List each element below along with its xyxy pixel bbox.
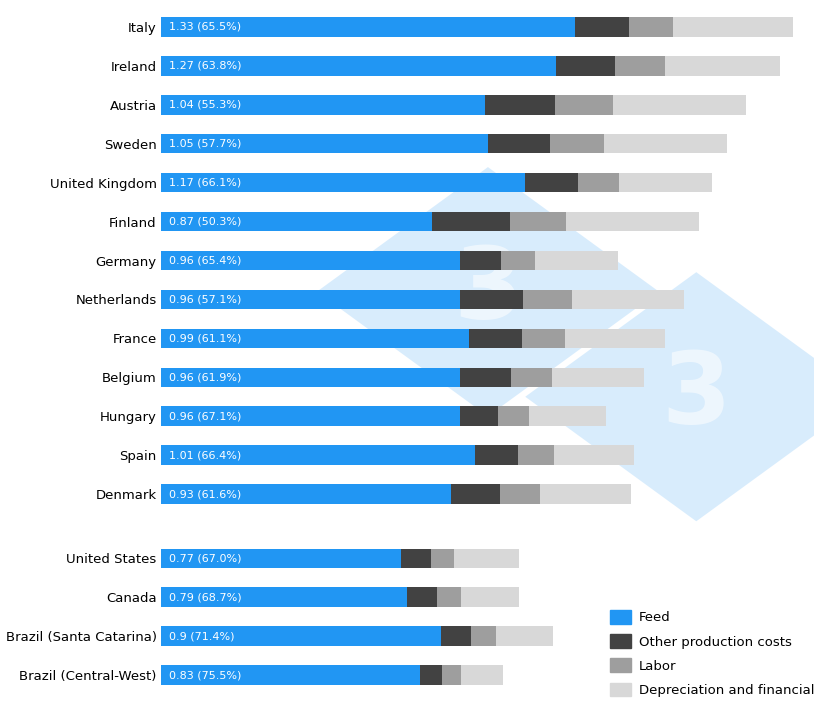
Bar [535, 251, 618, 270]
Text: 1.33 (65.5%): 1.33 (65.5%) [169, 22, 241, 32]
Legend: Feed, Other production costs, Labor, Depreciation and financial: Feed, Other production costs, Labor, Dep… [609, 610, 813, 697]
Bar [564, 329, 664, 348]
Bar [672, 18, 792, 37]
Bar [161, 484, 450, 504]
Bar [614, 56, 664, 76]
Bar [577, 173, 618, 192]
Bar [161, 134, 487, 154]
Bar [400, 548, 431, 568]
Bar [161, 173, 525, 192]
Bar [459, 406, 497, 426]
Bar [613, 95, 745, 114]
Bar [437, 588, 460, 607]
Bar [161, 406, 459, 426]
Text: 0.96 (67.1%): 0.96 (67.1%) [169, 411, 242, 421]
Bar [161, 329, 468, 348]
Bar [618, 173, 711, 192]
Text: 0.96 (65.4%): 0.96 (65.4%) [169, 256, 242, 265]
Bar [431, 548, 454, 568]
Bar [484, 95, 554, 114]
Bar [432, 212, 509, 232]
Bar [475, 445, 518, 465]
Bar [460, 665, 503, 684]
Text: 0.99 (61.1%): 0.99 (61.1%) [169, 333, 242, 343]
Bar [553, 445, 634, 465]
Bar [522, 329, 564, 348]
Bar [161, 251, 459, 270]
Bar [161, 588, 406, 607]
Bar [497, 406, 528, 426]
Bar [454, 548, 518, 568]
Bar [528, 406, 605, 426]
Bar [628, 18, 672, 37]
Bar [574, 18, 628, 37]
Text: 0.96 (61.9%): 0.96 (61.9%) [169, 372, 242, 383]
Bar [566, 212, 699, 232]
Bar [555, 56, 614, 76]
Bar [406, 588, 437, 607]
Bar [419, 665, 441, 684]
Bar [460, 588, 518, 607]
Bar [161, 212, 432, 232]
Bar [509, 212, 566, 232]
Bar [161, 56, 555, 76]
Text: 3: 3 [453, 243, 522, 340]
Text: 0.96 (57.1%): 0.96 (57.1%) [169, 294, 242, 305]
Text: 3: 3 [661, 348, 731, 445]
Bar [604, 134, 726, 154]
Bar [450, 484, 500, 504]
Bar [161, 290, 459, 309]
Bar [161, 548, 400, 568]
Bar [459, 290, 522, 309]
Text: 1.01 (66.4%): 1.01 (66.4%) [169, 450, 241, 460]
Text: 1.04 (55.3%): 1.04 (55.3%) [169, 100, 241, 110]
Text: 0.77 (67.0%): 0.77 (67.0%) [169, 553, 242, 563]
Text: 0.87 (50.3%): 0.87 (50.3%) [169, 217, 242, 227]
Bar [468, 329, 522, 348]
Bar [459, 368, 510, 387]
Bar [470, 626, 495, 646]
Bar [500, 251, 535, 270]
Bar [522, 290, 572, 309]
Bar [539, 484, 630, 504]
Bar [572, 290, 683, 309]
Bar [510, 368, 551, 387]
Bar [459, 251, 500, 270]
Text: 0.79 (68.7%): 0.79 (68.7%) [169, 592, 242, 602]
Bar [664, 56, 780, 76]
Bar [161, 95, 484, 114]
Text: 0.9 (71.4%): 0.9 (71.4%) [169, 631, 234, 641]
Bar [161, 18, 574, 37]
Bar [500, 484, 539, 504]
Bar [495, 626, 553, 646]
Text: 1.05 (57.7%): 1.05 (57.7%) [169, 139, 242, 149]
Text: 1.27 (63.8%): 1.27 (63.8%) [169, 61, 242, 71]
Bar [551, 368, 643, 387]
Bar [550, 134, 604, 154]
Bar [554, 95, 613, 114]
Polygon shape [525, 272, 819, 522]
Text: 0.83 (75.5%): 0.83 (75.5%) [169, 670, 242, 680]
Bar [487, 134, 550, 154]
Text: 1.17 (66.1%): 1.17 (66.1%) [169, 178, 241, 187]
Bar [441, 665, 460, 684]
Bar [525, 173, 577, 192]
Text: 0.93 (61.6%): 0.93 (61.6%) [169, 489, 241, 499]
Bar [518, 445, 553, 465]
Bar [161, 445, 475, 465]
Polygon shape [316, 167, 658, 416]
Bar [161, 665, 419, 684]
Bar [441, 626, 470, 646]
Bar [161, 368, 459, 387]
Bar [161, 626, 441, 646]
